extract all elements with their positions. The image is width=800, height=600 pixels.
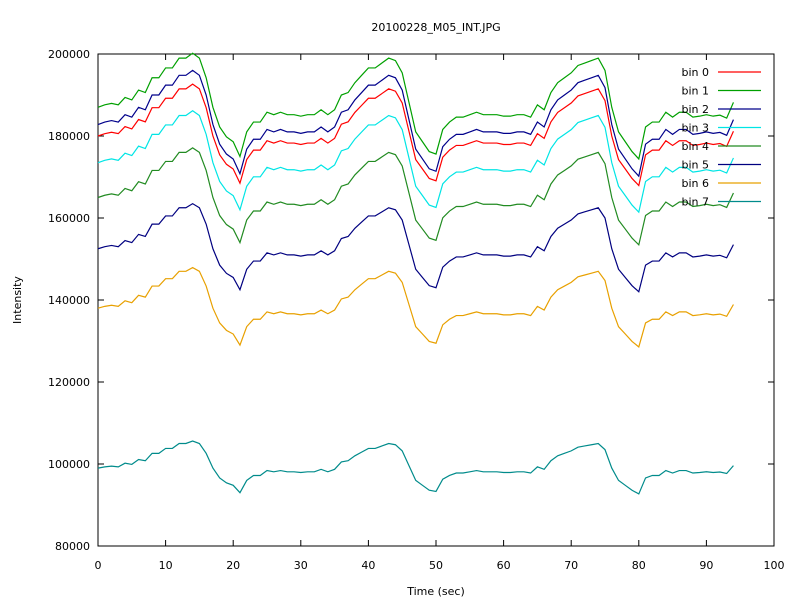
y-tick-label: 160000 (48, 212, 90, 225)
series-line-bin-1 (97, 52, 734, 161)
series-line-bin-5 (97, 202, 734, 293)
legend-label: bin 0 (681, 66, 709, 79)
x-tick-label: 0 (95, 559, 102, 572)
y-tick-label: 80000 (55, 540, 90, 553)
series-line-bin-0 (97, 83, 734, 187)
legend-label: bin 1 (681, 85, 709, 98)
legend-label: bin 3 (681, 122, 709, 135)
plot-frame (97, 53, 775, 547)
x-tick-label: 100 (764, 559, 785, 572)
y-axis-label: Intensity (11, 276, 24, 324)
y-tick-label: 140000 (48, 294, 90, 307)
y-tick-label: 100000 (48, 458, 90, 471)
series-lines (97, 52, 734, 495)
y-axis-ticks: 80000 100000 120000 140000 160000 180000 20000… (48, 48, 774, 553)
series-line-bin-2 (97, 69, 734, 178)
x-tick-label: 10 (159, 559, 173, 572)
chart-title: 20100228_M05_INT.JPG (371, 21, 500, 34)
x-tick-label: 50 (429, 559, 443, 572)
y-tick-label: 200000 (48, 48, 90, 61)
x-axis-label: Time (sec) (406, 585, 465, 598)
legend-label: bin 2 (681, 103, 709, 116)
legend: bin 0 bin 1 bin 2 bin 3 bin 4 bin 5 bin 6 bin 7 (681, 66, 761, 209)
series-line-bin-6 (97, 266, 734, 348)
series-line-bin-4 (97, 147, 734, 247)
legend-label: bin 7 (681, 196, 709, 209)
y-tick-label: 180000 (48, 130, 90, 143)
x-tick-label: 80 (632, 559, 646, 572)
x-tick-label: 60 (497, 559, 511, 572)
x-tick-label: 30 (294, 559, 308, 572)
legend-label: bin 6 (681, 177, 709, 190)
x-tick-label: 90 (699, 559, 713, 572)
legend-label: bin 4 (681, 140, 709, 153)
y-tick-label: 120000 (48, 376, 90, 389)
series-line-bin-3 (97, 110, 734, 214)
x-tick-label: 70 (564, 559, 578, 572)
x-axis-ticks: 0 10 20 30 40 50 60 70 80 90 100 (95, 54, 785, 572)
x-tick-label: 20 (226, 559, 240, 572)
series-line-bin-7 (97, 440, 734, 495)
legend-label: bin 5 (681, 159, 709, 172)
x-tick-label: 40 (361, 559, 375, 572)
